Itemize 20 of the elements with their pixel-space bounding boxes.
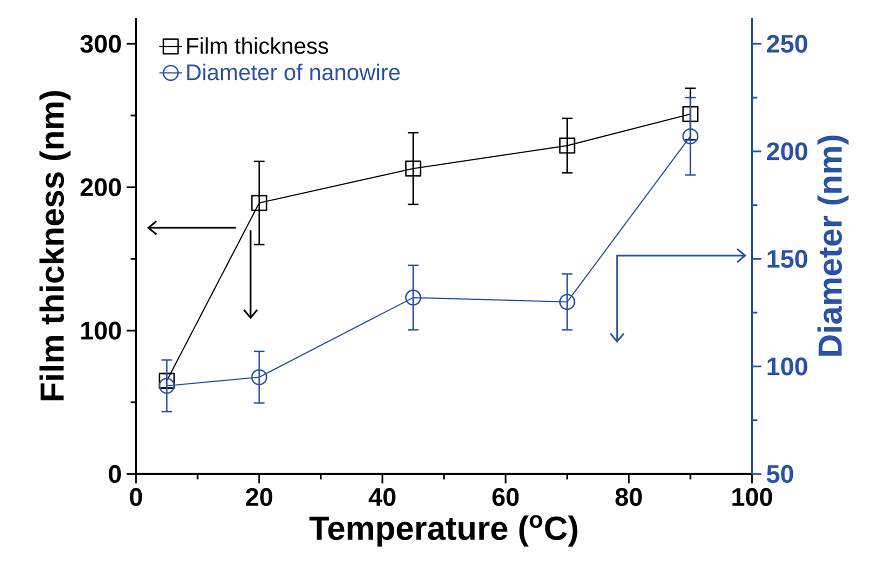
y2-tick-label: 250	[766, 34, 808, 53]
legend-label: Diameter of nanowire	[187, 64, 400, 80]
x-tick-label: 60	[492, 488, 519, 506]
y2-tick-label: 50	[766, 465, 794, 483]
legend-label: Film thickness	[187, 37, 328, 54]
y-axis-title: Film thickness (nm)	[39, 91, 71, 400]
x-tick-label: 0	[130, 488, 142, 506]
y-tick-label: 300	[80, 34, 121, 53]
y-tick-label: 100	[81, 322, 121, 340]
y-tick-label: 200	[80, 178, 121, 196]
y2-tick-label: 150	[768, 250, 808, 268]
y2-tick-label: 200	[766, 142, 808, 160]
x-tick-label: 40	[368, 488, 396, 506]
y-tick-label: 0	[108, 465, 121, 483]
y2-tick-label: 100	[768, 357, 808, 376]
y2-axis-title: Diameter (nm)	[817, 136, 849, 356]
x-tick-label: 80	[616, 488, 642, 506]
x-tick-label: 20	[246, 488, 272, 506]
x-tick-label: 100	[732, 488, 772, 506]
x-axis-title: Temperature ($^{o}$C)	[309, 515, 578, 547]
